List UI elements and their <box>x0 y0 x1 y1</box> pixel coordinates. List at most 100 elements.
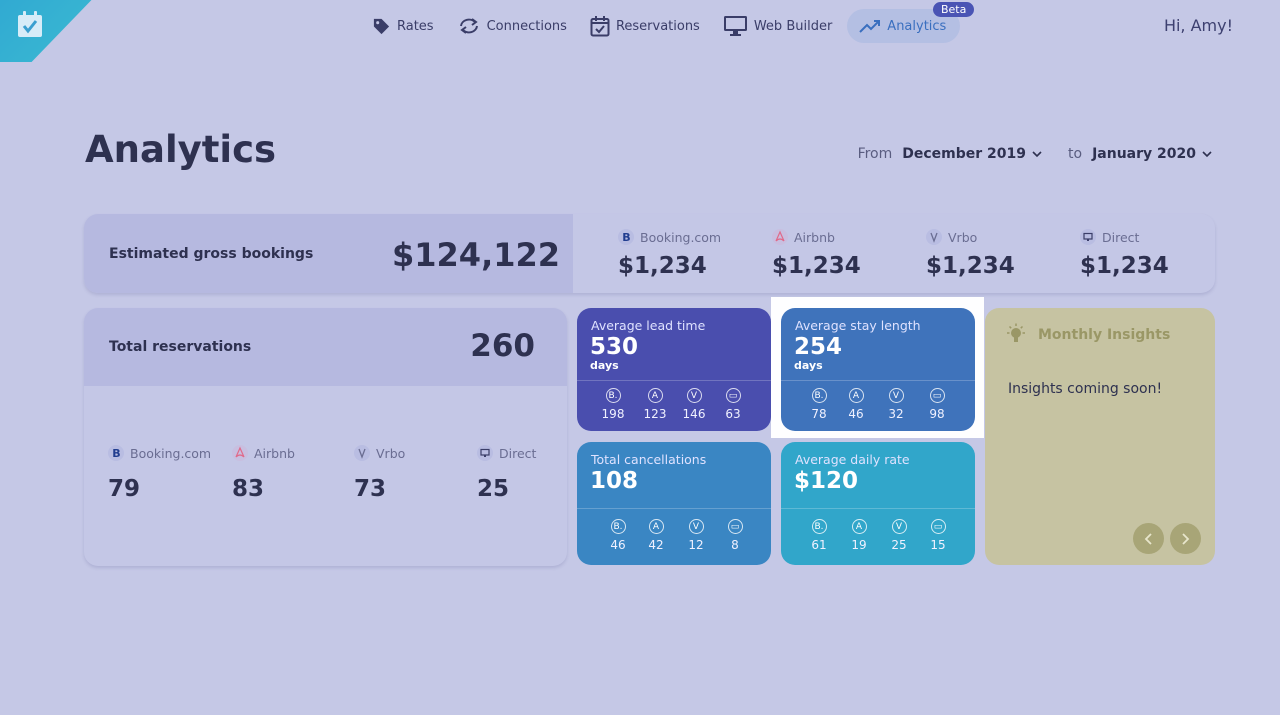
sub-booking: B. 78 <box>804 388 834 421</box>
divider <box>577 380 771 381</box>
channel-count: 73 <box>354 476 387 502</box>
channel-name: Booking.com <box>130 445 212 461</box>
svg-text:B: B <box>112 447 120 460</box>
chevron-right-icon <box>1182 532 1190 545</box>
metric-unit: days <box>794 359 823 372</box>
sub-vrbo: V 12 <box>681 519 711 552</box>
reservations-channel-booking: B Booking.com 79 <box>108 444 211 502</box>
metric-unit: days <box>590 359 619 372</box>
gross-channel-direct: Direct $1,234 <box>1080 228 1169 279</box>
direct-monitor-icon: ▭ <box>725 388 741 403</box>
calendar-check-logo-icon <box>18 11 42 37</box>
nav-web-builder-label: Web Builder <box>753 18 833 34</box>
sub-value: 32 <box>888 407 904 421</box>
nav-rates-label: Rates <box>397 18 434 34</box>
sub-direct: ▭ 8 <box>720 519 750 552</box>
sub-direct: ▭ 63 <box>718 388 748 421</box>
booking-com-icon: B <box>108 445 124 461</box>
chevron-down-icon <box>1032 150 1042 157</box>
sub-value: 198 <box>601 407 625 421</box>
calendar-check-icon <box>590 16 610 37</box>
nav-web-builder[interactable]: Web Builder <box>715 9 840 43</box>
total-cancellations-card[interactable]: Total cancellations 108 B. 46 A 42 V 12 ▭ 8 <box>577 442 771 565</box>
to-date-select[interactable]: January 2020 <box>1092 146 1212 162</box>
channel-count: 83 <box>232 476 265 502</box>
nav-rates[interactable]: Rates <box>364 9 442 43</box>
booking-com-icon: B. <box>610 519 626 534</box>
total-reservations-header: Total reservations 260 <box>84 308 567 386</box>
nav-reservations-label: Reservations <box>615 18 700 34</box>
tag-icon <box>373 18 390 34</box>
nav-connections[interactable]: Connections <box>449 9 575 43</box>
booking-com-icon: B. <box>605 388 621 403</box>
nav-reservations[interactable]: Reservations <box>582 9 708 43</box>
metric-value: 254 <box>794 334 843 360</box>
user-greeting[interactable]: Hi, Amy! <box>1163 16 1233 35</box>
beta-badge: Beta <box>932 2 975 17</box>
reservations-channel-vrbo: Vrbo 73 <box>354 444 405 502</box>
metric-title: Average daily rate <box>795 452 910 467</box>
sub-booking: B. 46 <box>603 519 633 552</box>
average-daily-rate-card[interactable]: Average daily rate $120 B. 61 A 19 V 25 ▭ 15 <box>781 442 975 565</box>
from-date-value: December 2019 <box>902 146 1027 162</box>
insights-prev-button[interactable] <box>1133 523 1164 554</box>
sub-airbnb: A 46 <box>841 388 871 421</box>
nav-analytics-label: Analytics <box>887 18 947 34</box>
channel-name: Booking.com <box>640 229 722 245</box>
channel-count: 79 <box>108 476 141 502</box>
average-lead-time-card[interactable]: Average lead time 530 days B. 198 A 123 V 1… <box>577 308 771 431</box>
chevron-left-icon <box>1144 532 1152 545</box>
sub-value: 46 <box>848 407 864 421</box>
sub-vrbo: V 146 <box>679 388 709 421</box>
sub-direct: ▭ 15 <box>923 519 953 552</box>
nav-connections-label: Connections <box>486 18 567 34</box>
sub-booking: B. 61 <box>804 519 834 552</box>
insights-title: Monthly Insights <box>1038 327 1171 343</box>
trend-up-icon <box>859 20 881 33</box>
to-date-value: January 2020 <box>1092 146 1196 162</box>
average-stay-length-card[interactable]: Average stay length 254 days B. 78 A 46 V 3… <box>781 308 975 431</box>
sub-value: 63 <box>725 407 741 421</box>
sub-value: 61 <box>811 538 827 552</box>
sub-value: 42 <box>648 538 664 552</box>
direct-monitor-icon <box>1080 229 1096 245</box>
sub-value: 123 <box>643 407 667 421</box>
airbnb-icon: A <box>851 519 867 534</box>
divider <box>577 508 771 509</box>
metric-value: $120 <box>794 468 859 494</box>
reservations-channel-airbnb: Airbnb 83 <box>232 444 295 502</box>
sub-airbnb: A 42 <box>641 519 671 552</box>
divider <box>781 508 975 509</box>
sub-vrbo: V 25 <box>884 519 914 552</box>
gross-bookings-label: Estimated gross bookings <box>109 246 314 262</box>
direct-monitor-icon: ▭ <box>929 388 945 403</box>
gross-channel-vrbo: Vrbo $1,234 <box>926 228 1015 279</box>
top-nav: Rates Connections Reservations Web Build… <box>364 2 975 43</box>
vrbo-icon: V <box>688 519 704 534</box>
channel-name: Direct <box>499 445 537 461</box>
airbnb-icon: A <box>647 388 663 403</box>
airbnb-icon <box>232 445 248 461</box>
metric-value: 108 <box>590 468 639 494</box>
reservations-channel-direct: Direct 25 <box>477 444 536 502</box>
to-label: to <box>1068 146 1083 162</box>
airbnb-icon: A <box>648 519 664 534</box>
airbnb-icon <box>772 229 788 245</box>
direct-monitor-icon: ▭ <box>727 519 743 534</box>
nav-analytics[interactable]: Analytics Beta <box>847 2 975 43</box>
channel-amount: $1,234 <box>772 253 861 279</box>
sub-value: 46 <box>610 538 626 552</box>
svg-text:B: B <box>622 231 630 244</box>
direct-monitor-icon <box>477 445 493 461</box>
gross-bookings-summary: Estimated gross bookings $124,122 <box>84 214 573 293</box>
total-reservations-label: Total reservations <box>109 339 252 355</box>
app-logo[interactable] <box>0 0 104 62</box>
sub-value: 25 <box>891 538 907 552</box>
channel-count: 25 <box>477 476 510 502</box>
insights-next-button[interactable] <box>1170 523 1201 554</box>
from-date-select[interactable]: December 2019 <box>902 146 1042 162</box>
total-reservations-card: Total reservations 260 B Booking.com 79 … <box>84 308 567 566</box>
sub-airbnb: A 123 <box>640 388 670 421</box>
channel-amount: $1,234 <box>618 253 707 279</box>
sub-value: 12 <box>688 538 704 552</box>
